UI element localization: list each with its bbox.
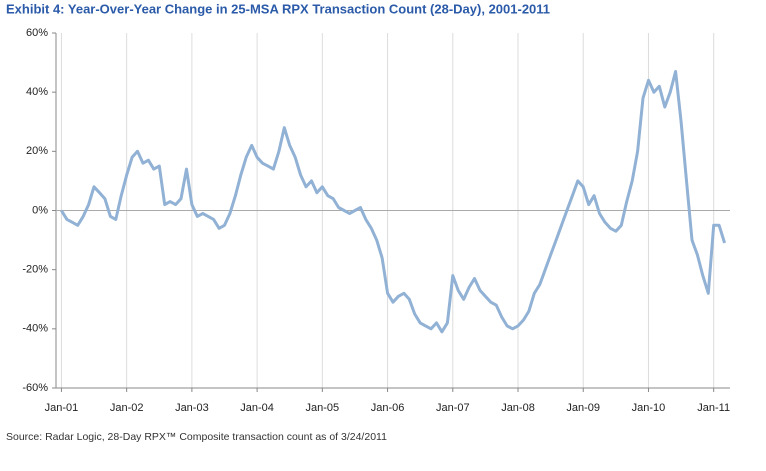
y-tick-label: 0% bbox=[32, 204, 48, 216]
y-tick-label: 40% bbox=[26, 86, 48, 98]
y-tick-label: -60% bbox=[22, 382, 48, 394]
x-tick-label: Jan-04 bbox=[240, 402, 274, 414]
y-tick-label: 60% bbox=[26, 27, 48, 39]
x-tick-label: Jan-02 bbox=[110, 402, 144, 414]
chart-title: Exhibit 4: Year-Over-Year Change in 25-M… bbox=[6, 1, 550, 16]
x-tick-label: Jan-09 bbox=[566, 402, 600, 414]
x-tick-label: Jan-06 bbox=[371, 402, 405, 414]
x-tick-label: Jan-03 bbox=[175, 402, 209, 414]
x-tick-label: Jan-10 bbox=[632, 402, 666, 414]
x-tick-label: Jan-05 bbox=[306, 402, 340, 414]
y-tick-label: -20% bbox=[22, 264, 48, 276]
y-tick-label: -40% bbox=[22, 323, 48, 335]
y-tick-label: 20% bbox=[26, 145, 48, 157]
x-tick-label: Jan-01 bbox=[45, 402, 79, 414]
data-line bbox=[60, 70, 727, 334]
source-note: Source: Radar Logic, 28-Day RPX™ Composi… bbox=[6, 431, 387, 443]
x-tick-label: Jan-11 bbox=[697, 402, 730, 414]
x-tick-label: Jan-07 bbox=[436, 402, 470, 414]
x-tick-label: Jan-08 bbox=[501, 402, 535, 414]
